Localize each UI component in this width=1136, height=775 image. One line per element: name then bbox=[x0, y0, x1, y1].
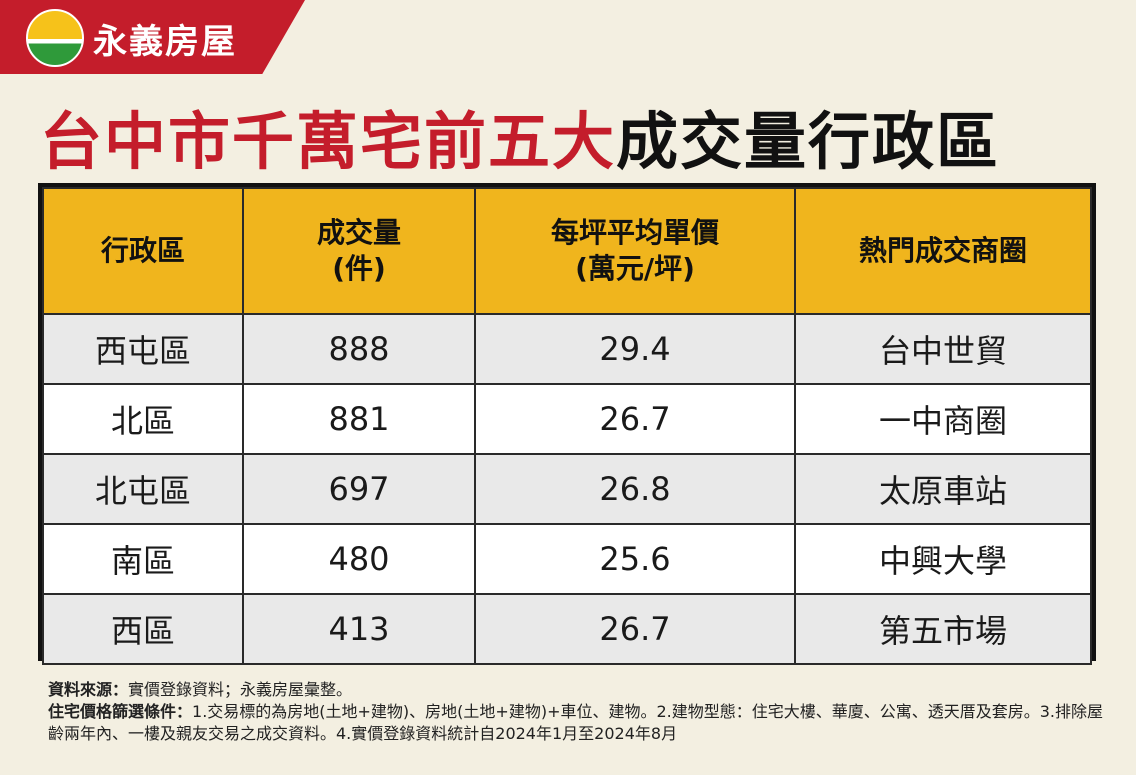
brand-name: 永義房屋 bbox=[93, 22, 237, 62]
cell-district: 西區 bbox=[42, 593, 244, 665]
page-title: 台中市千萬宅前五大成交量行政區 bbox=[40, 91, 1000, 181]
cell-price: 29.4 bbox=[474, 313, 796, 385]
cell-volume: 480 bbox=[242, 523, 476, 595]
cell-volume: 888 bbox=[242, 313, 476, 385]
title-highlight: 台中市千萬宅前五大 bbox=[40, 105, 617, 178]
header-price: 每坪平均單價 (萬元/坪) bbox=[474, 187, 796, 315]
table-row: 北區 881 26.7 一中商圈 bbox=[42, 383, 1092, 455]
cell-price: 26.7 bbox=[474, 593, 796, 665]
data-table: 行政區 成交量 (件) 每坪平均單價 (萬元/坪) 熱門成交商圈 西屯區 888 2… bbox=[38, 183, 1096, 665]
cell-district: 北屯區 bbox=[42, 453, 244, 525]
cell-price: 26.7 bbox=[474, 383, 796, 455]
table-row: 西屯區 888 29.4 台中世貿 bbox=[42, 313, 1092, 385]
cell-district: 西屯區 bbox=[42, 313, 244, 385]
header-volume: 成交量 (件) bbox=[242, 187, 476, 315]
cell-price: 25.6 bbox=[474, 523, 796, 595]
cell-area: 台中世貿 bbox=[794, 313, 1092, 385]
cell-volume: 697 bbox=[242, 453, 476, 525]
cell-district: 南區 bbox=[42, 523, 244, 595]
cell-district: 北區 bbox=[42, 383, 244, 455]
cell-volume: 413 bbox=[242, 593, 476, 665]
title-rest: 成交量行政區 bbox=[616, 105, 1001, 178]
source-note: 資料來源：實價登錄資料；永義房屋彙整。 bbox=[48, 680, 353, 699]
table-row: 西區 413 26.7 第五市場 bbox=[42, 593, 1092, 665]
table-row: 南區 480 25.6 中興大學 bbox=[42, 523, 1092, 595]
cell-price: 26.8 bbox=[474, 453, 796, 525]
header-area: 熱門成交商圈 bbox=[794, 187, 1092, 315]
cell-volume: 881 bbox=[242, 383, 476, 455]
table-row: 北屯區 697 26.8 太原車站 bbox=[42, 453, 1092, 525]
cell-area: 太原車站 bbox=[794, 453, 1092, 525]
cell-area: 中興大學 bbox=[794, 523, 1092, 595]
cell-area: 一中商圈 bbox=[794, 383, 1092, 455]
filter-note: 住宅價格篩選條件：1.交易標的為房地(土地+建物)、房地(土地+建物)+車位、建… bbox=[48, 702, 1104, 743]
header-district: 行政區 bbox=[42, 187, 244, 315]
cell-area: 第五市場 bbox=[794, 593, 1092, 665]
brand-banner: 永義房屋 bbox=[0, 0, 305, 74]
table-header-row: 行政區 成交量 (件) 每坪平均單價 (萬元/坪) 熱門成交商圈 bbox=[42, 187, 1092, 315]
footnotes: 資料來源：實價登錄資料；永義房屋彙整。 住宅價格篩選條件：1.交易標的為房地(土… bbox=[48, 679, 1118, 745]
brand-logo-icon bbox=[26, 9, 84, 67]
